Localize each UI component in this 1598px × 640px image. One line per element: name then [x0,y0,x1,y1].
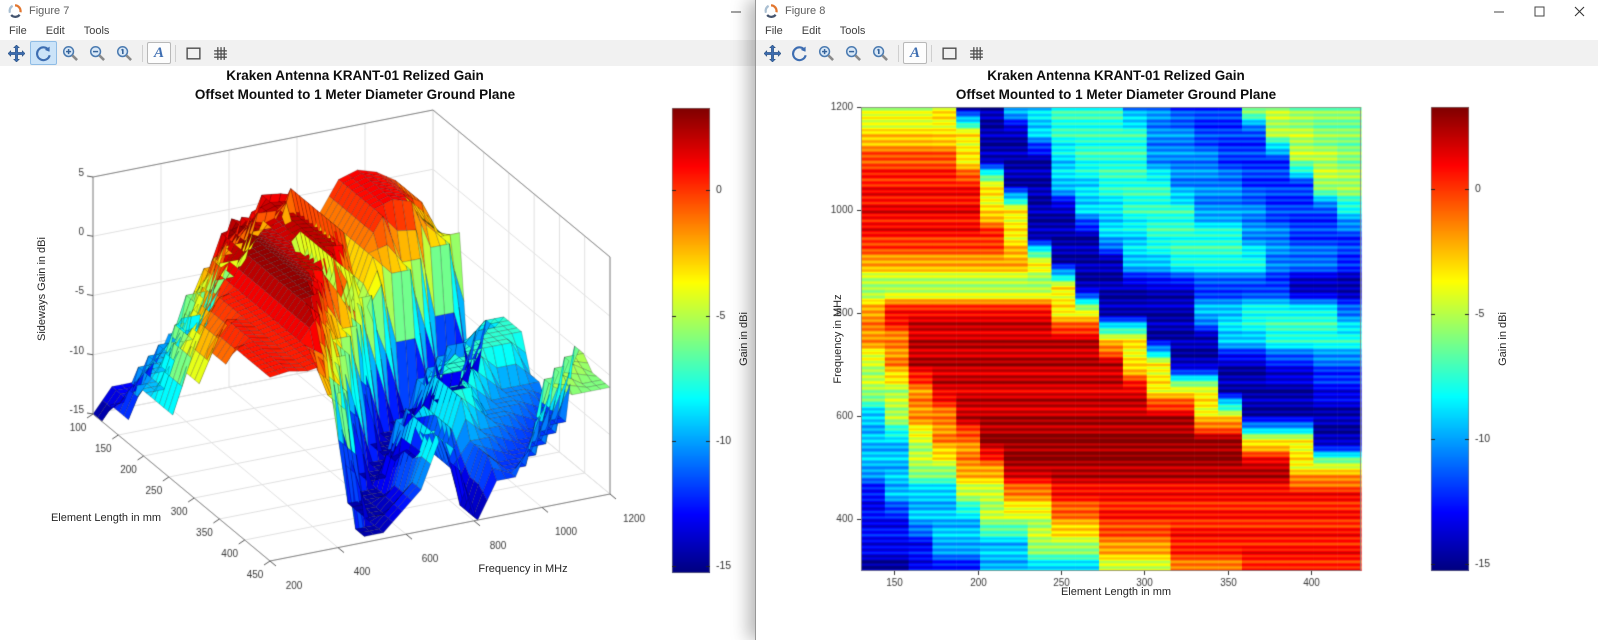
colorbar-label: Gain in dBi [738,312,750,366]
figure7-plot-title: Kraken Antenna KRANT-01 Relized Gain Off… [70,66,640,104]
toolbar-separator [175,44,176,62]
figure8-plot-title: Kraken Antenna KRANT-01 Relized Gain Off… [861,66,1371,104]
figure7-window: Figure 7 File Edit Tools [0,0,756,640]
pan-tool-button[interactable] [759,41,786,65]
figure8-titlebar[interactable]: Figure 8 [756,0,1598,22]
toggle-grid-tool-button[interactable] [963,41,990,65]
close-button[interactable] [1559,0,1598,22]
figure8-plot-area: Kraken Antenna KRANT-01 Relized Gain Off… [756,66,1598,640]
menu-tools[interactable]: Tools [839,25,866,37]
zoom-out-icon [845,45,861,61]
pan-icon [8,44,25,62]
plot-title-line1: Kraken Antenna KRANT-01 Relized Gain [226,68,484,83]
zoom-out-tool-button[interactable] [840,41,867,65]
minimize-button[interactable] [716,0,756,22]
minimize-button[interactable] [1479,0,1519,22]
maximize-icon [1534,6,1544,16]
menu-tools[interactable]: Tools [83,25,110,37]
menu-edit[interactable]: Edit [801,25,821,37]
zoom-out-tool-button[interactable] [84,41,111,65]
menu-edit[interactable]: Edit [45,25,65,37]
maximize-button[interactable] [1519,0,1559,22]
octave-figure-logo-icon [8,4,22,18]
zoom-in-tool-button[interactable] [813,41,840,65]
y-axis-label: Frequency in MHz [832,294,844,384]
figure8-window: Figure 8 File Edit Tools [755,0,1598,640]
select-region-tool-button[interactable] [180,41,207,65]
x-axis-label: Element Length in mm [50,512,162,524]
octave-figure-logo-icon [764,4,778,18]
zoom-out-icon [89,45,105,61]
rotate-tool-button[interactable] [30,41,57,65]
zoom-original-icon [872,45,888,61]
figure7-menubar: File Edit Tools [0,22,756,40]
close-icon [1574,6,1584,16]
window-title: Figure 7 [29,5,70,17]
minimize-icon [730,11,741,12]
toolbar-separator [898,44,899,62]
figure7-toolbar: A [0,40,756,67]
zoom-reset-tool-button[interactable] [111,41,138,65]
rotate-tool-button[interactable] [786,41,813,65]
minimize-icon [1493,11,1504,12]
surface-plot-canvas[interactable] [0,66,756,640]
pan-icon [764,44,781,62]
figure8-menubar: File Edit Tools [756,22,1598,40]
insert-text-tool-button[interactable]: A [147,42,171,64]
rotate-3d-icon [792,45,807,61]
grid-icon [214,46,227,60]
x-axis-label: Element Length in mm [1060,586,1172,598]
zoom-in-icon [62,45,78,61]
select-region-tool-button[interactable] [936,41,963,65]
rotate-3d-icon [36,45,51,61]
plot-title-line2: Offset Mounted to 1 Meter Diameter Groun… [955,87,1277,102]
toolbar-separator [931,44,932,62]
menu-file[interactable]: File [9,25,27,37]
rectangle-select-icon [942,46,957,60]
figure7-titlebar[interactable]: Figure 7 [0,0,756,22]
zoom-original-icon [116,45,132,61]
text-tool-icon: A [909,44,920,61]
menu-file[interactable]: File [765,25,783,37]
window-title: Figure 8 [785,5,826,17]
figure7-plot-area: Kraken Antenna KRANT-01 Relized Gain Off… [0,66,756,640]
pan-tool-button[interactable] [3,41,30,65]
z-axis-label: Sideways Gain in dBi [36,237,48,341]
text-tool-icon: A [153,44,164,61]
figure8-toolbar: A [756,40,1598,67]
zoom-in-tool-button[interactable] [57,41,84,65]
heatmap-plot-canvas[interactable] [756,66,1598,640]
colorbar-label: Gain in dBi [1497,312,1509,366]
toolbar-separator [142,44,143,62]
y-axis-label: Frequency in MHz [478,563,568,575]
toggle-grid-tool-button[interactable] [207,41,234,65]
plot-title-line2: Offset Mounted to 1 Meter Diameter Groun… [194,87,516,102]
plot-title-line1: Kraken Antenna KRANT-01 Relized Gain [987,68,1245,83]
grid-icon [970,46,983,60]
zoom-reset-tool-button[interactable] [867,41,894,65]
insert-text-tool-button[interactable]: A [903,42,927,64]
rectangle-select-icon [186,46,201,60]
zoom-in-icon [818,45,834,61]
